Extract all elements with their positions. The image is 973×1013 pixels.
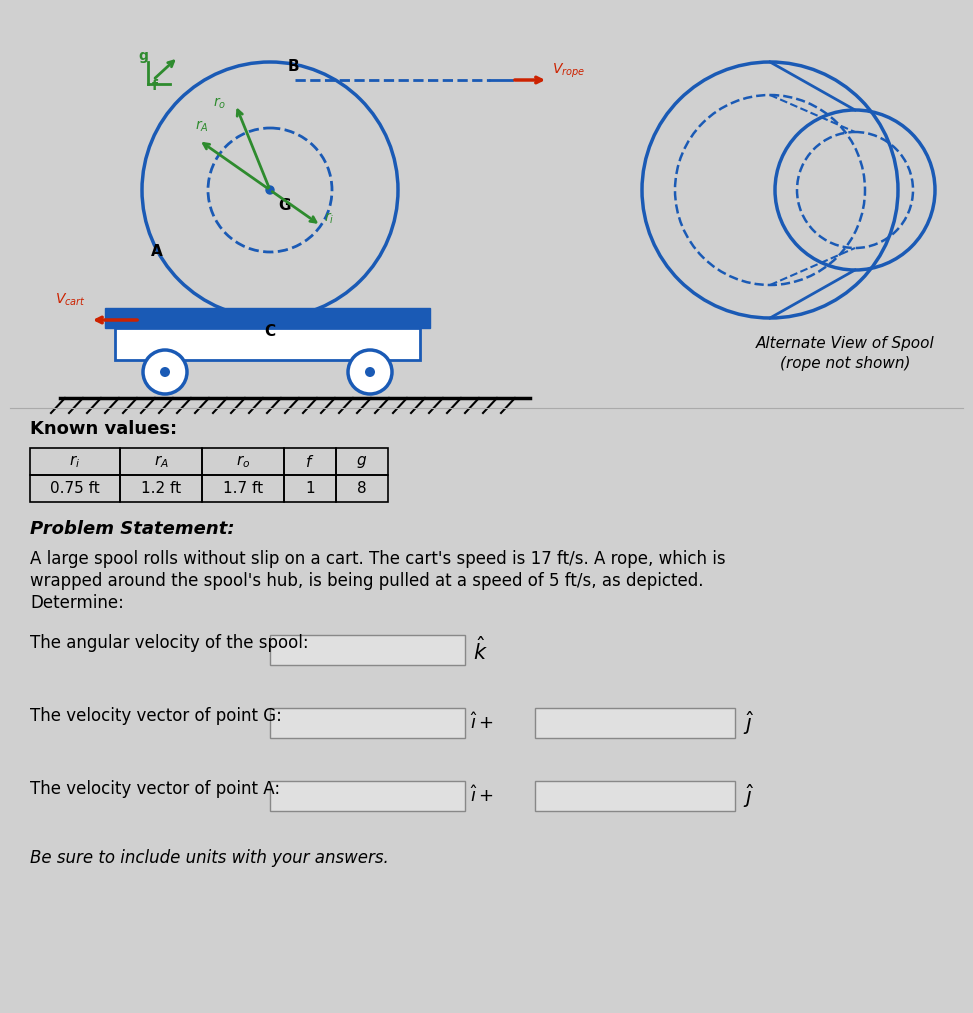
- Text: Determine:: Determine:: [30, 594, 124, 612]
- Bar: [120, 475, 202, 502]
- Text: $g$: $g$: [356, 454, 368, 469]
- Bar: [270, 635, 465, 665]
- Text: The velocity vector of point A:: The velocity vector of point A:: [30, 780, 280, 798]
- Bar: [284, 475, 336, 502]
- Text: $r_o$: $r_o$: [235, 453, 250, 470]
- Text: f: f: [152, 79, 158, 93]
- Text: $\hat{\imath}+$: $\hat{\imath}+$: [470, 712, 493, 733]
- Text: 1: 1: [306, 481, 315, 496]
- Text: The angular velocity of the spool:: The angular velocity of the spool:: [30, 634, 308, 652]
- Bar: [115, 328, 420, 360]
- Bar: [336, 448, 388, 475]
- Text: G: G: [278, 198, 291, 213]
- Bar: [535, 781, 735, 811]
- Bar: [336, 475, 388, 502]
- Bar: [202, 448, 284, 475]
- Circle shape: [365, 367, 375, 377]
- Text: The velocity vector of point G:: The velocity vector of point G:: [30, 707, 282, 725]
- Text: $r_o$: $r_o$: [213, 95, 227, 111]
- Text: $r_i$: $r_i$: [324, 211, 334, 226]
- Bar: [30, 475, 120, 502]
- Text: g: g: [138, 49, 148, 63]
- Text: Alternate View of Spool: Alternate View of Spool: [756, 336, 934, 350]
- Text: Problem Statement:: Problem Statement:: [30, 520, 234, 538]
- Text: $f$: $f$: [306, 454, 314, 469]
- Text: 1.2 ft: 1.2 ft: [141, 481, 181, 496]
- Text: $r_A$: $r_A$: [154, 453, 168, 470]
- Text: C: C: [265, 324, 275, 339]
- Text: $\hat{\jmath}$: $\hat{\jmath}$: [743, 782, 754, 809]
- Bar: [202, 475, 284, 502]
- Text: $r_i$: $r_i$: [69, 453, 81, 470]
- Text: $V_{cart}$: $V_{cart}$: [55, 292, 86, 308]
- Bar: [270, 708, 465, 738]
- Text: A: A: [152, 244, 163, 259]
- Text: Known values:: Known values:: [30, 420, 177, 438]
- Text: $V_{rope}$: $V_{rope}$: [552, 62, 585, 80]
- Circle shape: [348, 350, 392, 394]
- Bar: [120, 448, 202, 475]
- Circle shape: [143, 350, 187, 394]
- Text: $\hat{\jmath}$: $\hat{\jmath}$: [743, 709, 754, 736]
- Text: $\hat{\imath}+$: $\hat{\imath}+$: [470, 786, 493, 806]
- Circle shape: [266, 186, 274, 194]
- Text: Be sure to include units with your answers.: Be sure to include units with your answe…: [30, 849, 389, 867]
- Text: (rope not shown): (rope not shown): [779, 356, 911, 371]
- Text: $r_A$: $r_A$: [195, 120, 208, 135]
- Text: wrapped around the spool's hub, is being pulled at a speed of 5 ft/s, as depicte: wrapped around the spool's hub, is being…: [30, 572, 703, 590]
- Circle shape: [160, 367, 170, 377]
- Bar: [30, 448, 120, 475]
- Text: 1.7 ft: 1.7 ft: [223, 481, 263, 496]
- Bar: [284, 448, 336, 475]
- Bar: [105, 308, 430, 328]
- Text: 8: 8: [357, 481, 367, 496]
- Text: 0.75 ft: 0.75 ft: [51, 481, 100, 496]
- Text: $\hat{k}$: $\hat{k}$: [473, 636, 487, 664]
- Text: A large spool rolls without slip on a cart. The cart's speed is 17 ft/s. A rope,: A large spool rolls without slip on a ca…: [30, 550, 726, 568]
- Bar: [270, 781, 465, 811]
- Bar: [535, 708, 735, 738]
- Text: B: B: [288, 59, 300, 74]
